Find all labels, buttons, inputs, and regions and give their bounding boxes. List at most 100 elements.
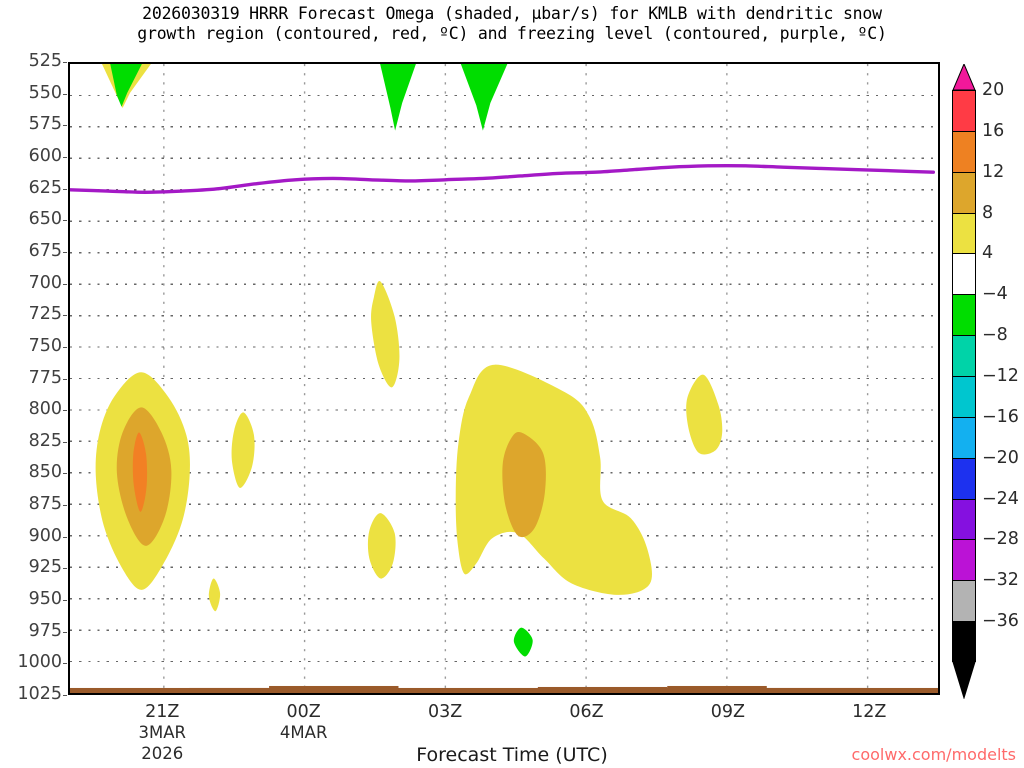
colorbar-tick-label: −8	[982, 325, 1008, 346]
colorbar-band	[952, 335, 976, 376]
y-axis-tick-label: 550	[28, 82, 62, 103]
x-axis-tick-label: 09Z	[710, 702, 746, 722]
y-axis-tick-label: 800	[28, 399, 62, 420]
chart-title-line1: 2026030319 HRRR Forecast Omega (shaded, …	[142, 4, 882, 23]
y-axis-tick-label: 650	[28, 209, 62, 230]
y-axis-tick-mark	[63, 346, 67, 348]
omega-shaded-region	[371, 281, 400, 388]
colorbar-band	[952, 212, 976, 254]
terrain-fill	[537, 686, 668, 693]
y-axis-tick-mark	[63, 473, 67, 475]
colorbar-tick-label: −20	[982, 447, 1019, 468]
watermark: coolwx.com/modelts	[851, 745, 1016, 764]
y-axis-tick-mark	[63, 220, 67, 222]
freezing-level-contour	[70, 164, 936, 194]
y-axis-tick-label: 775	[28, 367, 62, 388]
colorbar-tick-label: 16	[982, 120, 1005, 141]
omega-shaded-region	[513, 627, 533, 657]
x-axis-tick-label: 06Z	[569, 702, 604, 722]
y-axis-tick-mark	[63, 62, 67, 63]
y-axis-tick-mark	[63, 505, 67, 507]
x-axis-tick-label: 21Z	[145, 702, 180, 722]
terrain-fill	[667, 685, 767, 692]
x-axis-tick-date: 3MAR	[138, 723, 187, 742]
y-axis-tick-mark	[63, 631, 67, 633]
colorbar-band	[952, 621, 976, 662]
terrain-fill	[866, 689, 938, 693]
colorbar-tick-label: −12	[982, 366, 1019, 386]
y-axis-tick-label: 975	[28, 620, 62, 641]
colorbar-tick-label: −32	[982, 570, 1019, 591]
y-axis-tick-label: 850	[28, 462, 62, 483]
y-axis-tick-label: 675	[28, 240, 62, 261]
colorbar-tick-label: −36	[982, 611, 1019, 632]
y-axis-tick-label: 900	[28, 525, 62, 546]
colorbar-band	[952, 376, 976, 417]
y-axis-tick-label: 600	[28, 145, 62, 166]
y-axis-tick-mark	[63, 663, 67, 665]
chart-title: 2026030319 HRRR Forecast Omega (shaded, …	[0, 4, 1024, 44]
omega-shaded-region	[367, 513, 396, 579]
colorbar-band	[952, 498, 976, 540]
omega-shaded-region	[380, 64, 416, 131]
y-axis-tick-label: 725	[28, 304, 62, 325]
terrain-fill	[189, 687, 270, 693]
colorbar-band	[952, 457, 976, 499]
omega-shaded-region	[132, 432, 148, 512]
y-axis-tick-mark	[63, 410, 67, 412]
y-axis-tick-mark	[63, 315, 67, 317]
y-axis-tick-label: 1000	[17, 652, 62, 673]
omega-shaded-region	[455, 364, 652, 595]
colorbar-band	[952, 539, 976, 581]
colorbar-tick-label: 8	[982, 202, 994, 223]
chart-title-line2: growth region (contoured, red, ºC) and f…	[137, 24, 887, 43]
colorbar-band	[952, 253, 976, 295]
y-axis-tick-label: 700	[28, 272, 62, 293]
y-axis-tick-label: 625	[28, 177, 62, 198]
colorbar-tick-label: 12	[982, 161, 1005, 182]
omega-shaded-region	[208, 578, 221, 612]
y-axis-tick-mark	[63, 125, 67, 127]
y-axis-tick-mark	[63, 251, 67, 253]
x-axis-tick-date: 4MAR	[279, 723, 328, 742]
terrain-fill	[269, 685, 399, 692]
y-axis-tick-label: 1025	[17, 684, 62, 704]
y-axis-tick-label: 875	[28, 494, 62, 515]
colorbar: 20 16 12 8 4 −4 −8 −12 −16 −20 −24 −28 −32 −36	[952, 62, 1019, 700]
y-axis-tick-label: 575	[28, 114, 62, 135]
omega-shaded-region	[231, 412, 255, 488]
omega-shaded-region	[460, 64, 508, 131]
y-axis-tick-label: 825	[28, 430, 62, 451]
y-axis-tick-label: 925	[28, 557, 62, 578]
colorbar-band	[952, 90, 976, 131]
colorbar-tick-label: −24	[982, 488, 1019, 509]
y-axis-tick-mark	[63, 536, 67, 538]
terrain-fill	[70, 689, 190, 693]
colorbar-tick-label: −28	[982, 529, 1019, 550]
x-axis-tick-year: 2026	[141, 744, 184, 763]
colorbar-band	[952, 416, 976, 458]
omega-shaded-region	[686, 374, 723, 455]
colorbar-band	[952, 580, 976, 622]
y-axis-tick-mark	[63, 283, 67, 285]
colorbar-tick-label: −4	[982, 284, 1008, 305]
plot-frame	[68, 62, 940, 695]
colorbar-band	[952, 130, 976, 172]
y-axis-tick-mark	[63, 378, 67, 380]
terrain-fill	[766, 687, 867, 693]
y-axis-tick-label: 525	[28, 51, 62, 71]
colorbar-over-arrow	[952, 62, 976, 91]
x-axis-title: Forecast Time (UTC)	[416, 744, 608, 766]
y-axis-tick-mark	[63, 600, 67, 602]
y-axis-tick-mark	[63, 188, 67, 190]
colorbar-tick-label: 20	[982, 80, 1005, 100]
colorbar-tick-label: −16	[982, 406, 1019, 427]
colorbar-band	[952, 294, 976, 336]
y-axis-tick-label: 750	[28, 335, 62, 356]
colorbar-tick-label: 4	[982, 243, 994, 264]
x-axis-tick-label: 12Z	[852, 702, 887, 722]
y-axis-tick-label: 950	[28, 589, 62, 610]
colorbar-band	[952, 171, 976, 213]
omega-shaded-region	[110, 64, 142, 107]
